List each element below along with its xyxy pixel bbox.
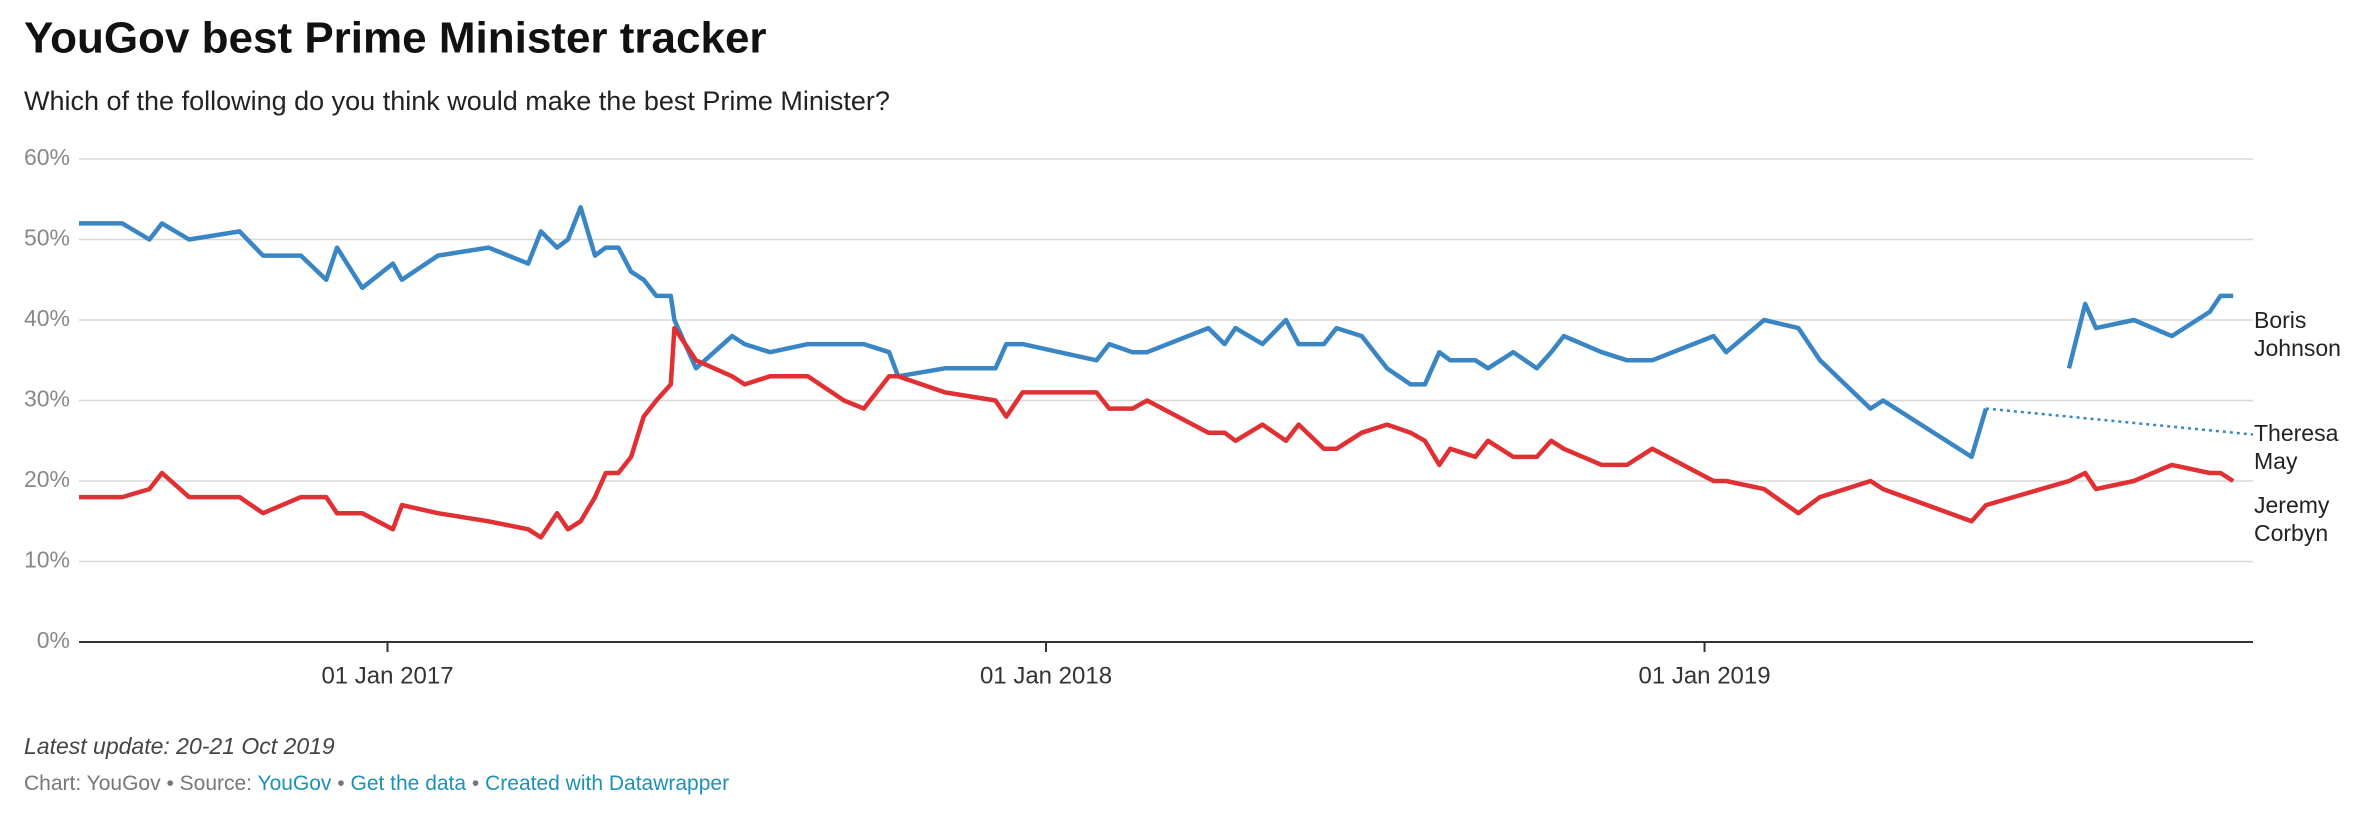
- y-tick-label: 0%: [37, 627, 70, 653]
- series-line: [79, 325, 2235, 540]
- series-line: [2066, 293, 2234, 369]
- x-tick-label: 01 Jan 2019: [1638, 662, 1770, 689]
- y-tick-label: 20%: [24, 466, 70, 492]
- separator: •: [471, 772, 480, 795]
- y-tick-label: 30%: [24, 386, 70, 412]
- series-line: [79, 205, 1989, 460]
- datawrapper-link[interactable]: Created with Datawrapper: [485, 772, 730, 795]
- y-tick-label: 10%: [24, 547, 70, 573]
- data-link[interactable]: Get the data: [350, 772, 467, 795]
- y-tick-label: 40%: [24, 305, 70, 331]
- series-label: Jeremy Corbyn: [2254, 492, 2330, 546]
- separator: •: [166, 772, 174, 795]
- series-label: Boris Johnson: [2254, 306, 2341, 361]
- x-tick-label: 01 Jan 2018: [980, 662, 1112, 689]
- credits: Chart: YouGov • Source: YouGov • Get the…: [24, 772, 729, 796]
- x-tick-label: 01 Jan 2017: [321, 662, 453, 689]
- separator: •: [337, 772, 345, 795]
- label-connector: [1985, 407, 2254, 436]
- update-note: Latest update: 20-21 Oct 2019: [24, 733, 335, 759]
- series-label: Theresa May: [2254, 419, 2339, 474]
- chart-subtitle: Which of the following do you think woul…: [24, 86, 890, 116]
- source-link[interactable]: YouGov: [257, 772, 332, 795]
- chart-title: YouGov best Prime Minister tracker: [24, 14, 767, 63]
- y-tick-label: 60%: [24, 144, 70, 170]
- source-label: Source:: [179, 772, 253, 795]
- byline: Chart: YouGov: [24, 772, 161, 795]
- y-tick-label: 50%: [24, 225, 70, 251]
